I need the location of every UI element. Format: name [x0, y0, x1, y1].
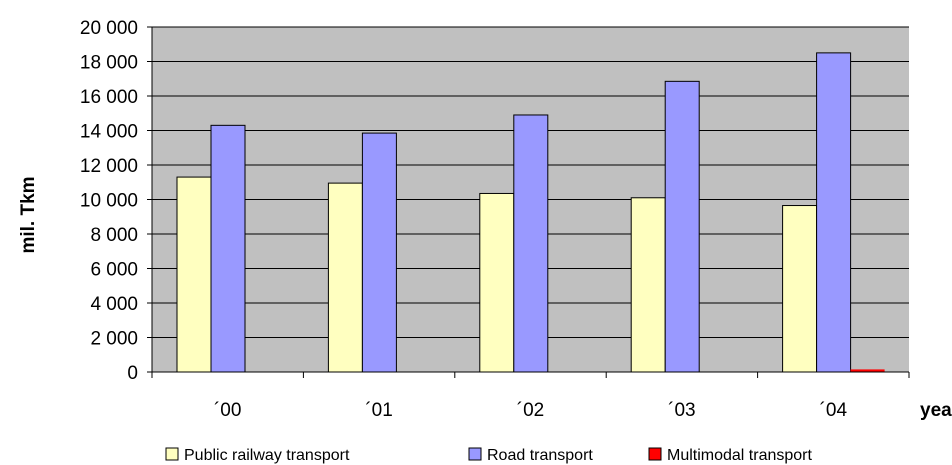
axes [147, 26, 910, 378]
bar [513, 114, 549, 373]
x-tick-label: ´03 [668, 400, 695, 421]
legend-swatch [648, 447, 662, 461]
y-tick-label: 10 000 [80, 191, 138, 212]
bar [850, 369, 885, 372]
y-tick-label: 20 000 [80, 18, 138, 39]
y-tick-labels: 0 2 000 4 000 6 000 8 000 10 000 12 000 14 000 1… [80, 18, 138, 384]
y-axis-title: mil. Tkm [18, 176, 39, 253]
legend: Public railway transport Road transport Mu… [165, 447, 813, 464]
bar [630, 197, 666, 373]
y-tick-label: 14 000 [80, 122, 138, 143]
x-axis-title: year [920, 400, 952, 421]
legend-label: Public railway transport [184, 447, 350, 464]
legend-swatch [468, 447, 482, 461]
legend-label: Road transport [487, 447, 593, 464]
y-tick-label: 6 000 [90, 260, 138, 281]
y-tick-label: 16 000 [80, 87, 138, 108]
bars [176, 52, 885, 373]
bar [176, 176, 212, 373]
y-tick-label: 8 000 [90, 225, 138, 246]
y-tick-label: 12 000 [80, 156, 138, 177]
y-tick-label: 0 [127, 363, 138, 384]
bar [327, 182, 363, 373]
y-tick-label: 2 000 [90, 329, 138, 350]
x-tick-label: ´02 [517, 400, 544, 421]
x-tick-label: ´01 [365, 400, 392, 421]
x-tick-labels: ´00 ´01 ´02 ´03 ´04 [214, 400, 847, 421]
bar [479, 192, 515, 373]
x-tick-label: ´04 [820, 400, 848, 421]
bar [664, 80, 700, 373]
y-tick-label: 4 000 [90, 294, 138, 315]
bar [210, 124, 246, 373]
legend-label: Multimodal transport [667, 447, 813, 464]
bar [816, 52, 852, 373]
bar [782, 205, 818, 373]
y-tick-label: 18 000 [80, 53, 138, 74]
legend-swatch [165, 447, 179, 461]
x-tick-label: ´00 [214, 400, 241, 421]
bar [361, 132, 397, 373]
